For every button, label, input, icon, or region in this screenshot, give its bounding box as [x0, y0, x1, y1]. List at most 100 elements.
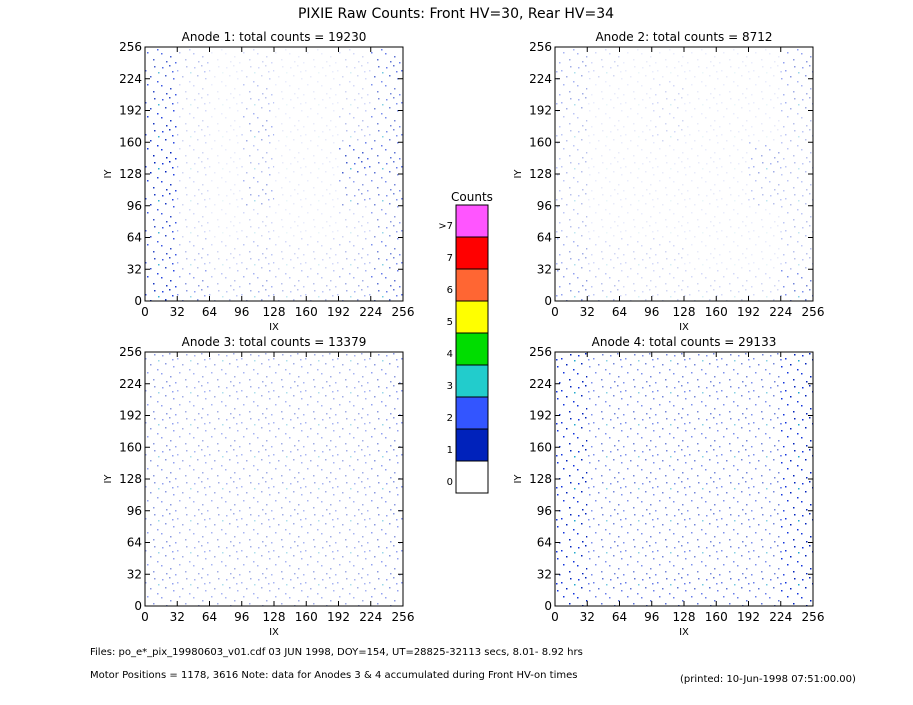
density-cell [587, 269, 620, 301]
density-cell [177, 415, 210, 448]
x-tick-label: 0 [551, 610, 559, 624]
x-tick-label: 64 [612, 610, 627, 624]
density-cell [145, 542, 178, 575]
x-tick-label: 128 [263, 610, 286, 624]
density-cell [555, 269, 588, 301]
density-cell [177, 269, 210, 301]
y-tick-label: 32 [127, 262, 142, 276]
density-cell [177, 47, 210, 79]
y-tick-label: 256 [119, 40, 142, 54]
density-cell [748, 574, 781, 606]
density-cell [780, 78, 813, 111]
density-cell [338, 352, 371, 384]
density-cell [619, 352, 652, 384]
density-cell [587, 447, 620, 479]
y-tick-label: 224 [119, 72, 142, 86]
density-cell [370, 447, 403, 479]
density-cell [209, 47, 242, 79]
x-tick-label: 32 [580, 305, 595, 319]
density-cell [587, 574, 620, 606]
density-cell [619, 542, 652, 575]
colorbar-swatch [455, 204, 489, 238]
density-cell [748, 174, 781, 206]
density-cell [651, 237, 684, 270]
density-cell [274, 447, 307, 479]
density-cell [684, 447, 717, 479]
density-cell [780, 574, 813, 606]
density-cell [209, 352, 242, 384]
density-cell [748, 415, 781, 448]
x-tick-label: 192 [737, 305, 760, 319]
x-tick-label: 32 [170, 305, 185, 319]
density-cell [716, 269, 749, 301]
colorbar-label: 4 [447, 349, 453, 360]
footer-line: Files: po_e*_pix_19980603_v01.cdf 03 JUN… [90, 647, 583, 658]
density-cell [748, 110, 781, 143]
density-cell [145, 269, 178, 301]
density-cell [274, 47, 307, 79]
density-cell [306, 479, 339, 511]
density-cell [145, 205, 178, 238]
density-cell [370, 78, 403, 111]
x-tick-label: 64 [202, 610, 217, 624]
density-cell [338, 205, 371, 238]
density-cell [370, 142, 403, 174]
density-cell [241, 174, 274, 206]
density-cell [684, 237, 717, 270]
density-cell [748, 352, 781, 384]
colorbar-label: 3 [447, 381, 453, 392]
panel-title: Anode 3: total counts = 13379 [182, 335, 367, 349]
density-cell [780, 510, 813, 543]
y-tick-label: 256 [119, 345, 142, 359]
y-tick-label: 160 [119, 440, 142, 454]
density-cell [716, 78, 749, 111]
density-cell [306, 78, 339, 111]
x-tick-label: 160 [295, 305, 318, 319]
density-cell [651, 47, 684, 79]
density-cell [748, 383, 781, 416]
density-cell [177, 174, 210, 206]
density-cell [274, 78, 307, 111]
x-axis-label: IX [269, 627, 279, 638]
y-tick-label: 192 [119, 409, 142, 423]
y-tick-label: 64 [537, 231, 552, 245]
density-cell [274, 415, 307, 448]
density-cell [145, 110, 178, 143]
density-cell [684, 174, 717, 206]
density-cell [651, 352, 684, 384]
x-axis-label: IX [679, 322, 689, 333]
density-cell [716, 574, 749, 606]
density-cell [370, 574, 403, 606]
y-tick-label: 0 [544, 294, 552, 308]
colorbar-swatch [455, 364, 489, 398]
density-cell [555, 237, 588, 270]
density-cell [177, 510, 210, 543]
density-cell [780, 47, 813, 79]
y-tick-label: 256 [529, 40, 552, 54]
y-tick-label: 224 [119, 377, 142, 391]
density-cell [716, 174, 749, 206]
density-cell [684, 510, 717, 543]
density-cell [241, 383, 274, 416]
density-cell [145, 574, 178, 606]
density-cell [274, 352, 307, 384]
density-cell [241, 415, 274, 448]
density-cell [587, 542, 620, 575]
y-axis-label: IY [513, 474, 524, 484]
x-tick-label: 224 [769, 305, 792, 319]
density-cell [684, 142, 717, 174]
density-cell [716, 205, 749, 238]
density-cell [241, 110, 274, 143]
density-cell [619, 415, 652, 448]
density-cell [651, 142, 684, 174]
x-tick-label: 160 [705, 305, 728, 319]
density-cell [177, 205, 210, 238]
density-cell [555, 110, 588, 143]
panel-title: Anode 4: total counts = 29133 [592, 335, 777, 349]
density-cell [338, 47, 371, 79]
density-cell [716, 237, 749, 270]
density-cell [587, 174, 620, 206]
y-tick-label: 224 [529, 377, 552, 391]
density-cell [716, 383, 749, 416]
y-tick-label: 64 [127, 231, 142, 245]
